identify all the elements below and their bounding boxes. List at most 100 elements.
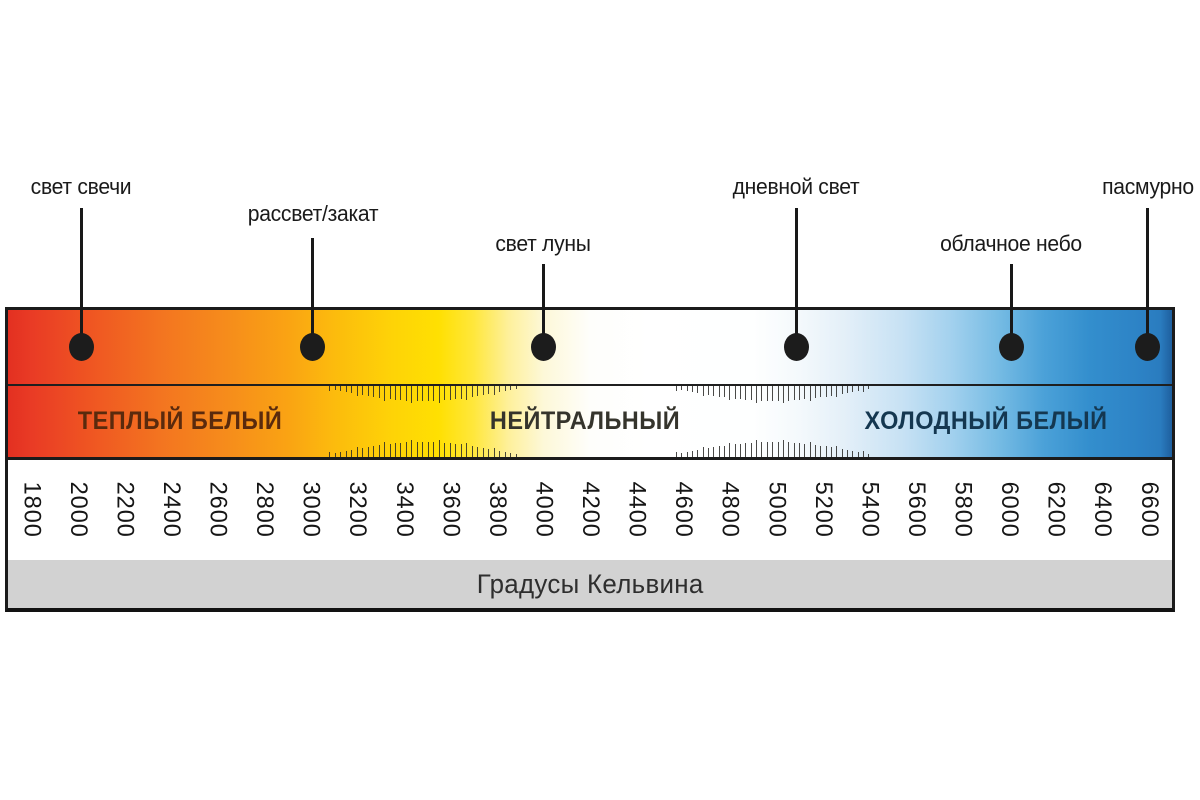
kelvin-tick: 6000 bbox=[986, 460, 1033, 560]
transition-hatch-tick bbox=[846, 386, 848, 394]
transition-hatch-tick bbox=[515, 454, 517, 457]
footer-label: Градусы Кельвина bbox=[476, 568, 704, 599]
transition-hatch-tick bbox=[868, 454, 870, 457]
kelvin-tick: 3800 bbox=[474, 460, 521, 560]
transition-hatch-tick bbox=[504, 451, 506, 457]
transition-hatch-tick bbox=[394, 386, 396, 400]
kelvin-tick: 6600 bbox=[1126, 460, 1173, 560]
transition-hatch-tick bbox=[820, 445, 822, 457]
annotation-label: свет луны bbox=[495, 231, 592, 256]
transition-hatch-tick bbox=[708, 448, 710, 457]
transition-hatch-tick bbox=[729, 442, 731, 457]
kelvin-tick-value: 4000 bbox=[530, 481, 558, 539]
transition-hatch-tick bbox=[713, 447, 715, 457]
transition-hatch-tick bbox=[862, 450, 864, 457]
transition-hatch-tick bbox=[394, 443, 396, 457]
transition-hatch-tick bbox=[718, 446, 720, 457]
transition-hatch-tick bbox=[777, 386, 779, 401]
transition-hatch-tick bbox=[686, 386, 688, 392]
transition-hatch-tick bbox=[798, 443, 800, 457]
transition-hatch-tick bbox=[488, 448, 490, 457]
kelvin-tick: 5600 bbox=[893, 460, 940, 560]
transition-hatch-tick bbox=[708, 386, 710, 395]
kelvin-scale: 1800 2000 2200 2400 2600 2800 3000 3200 3400 3600… bbox=[5, 460, 1175, 560]
transition-hatch-tick bbox=[782, 386, 784, 403]
kelvin-tick-value: 5800 bbox=[949, 481, 977, 539]
transition-hatch-tick bbox=[515, 386, 517, 389]
kelvin-tick: 5200 bbox=[800, 460, 847, 560]
transition-hatch-tick bbox=[405, 442, 407, 457]
transition-hatch-tick bbox=[761, 386, 763, 401]
kelvin-tick-value: 2800 bbox=[251, 481, 279, 539]
transition-hatch-tick bbox=[504, 386, 506, 392]
transition-hatch-tick bbox=[340, 451, 342, 457]
transition-hatch-tick bbox=[493, 386, 495, 396]
transition-hatch-tick bbox=[681, 386, 683, 391]
transition-hatch-tick bbox=[772, 442, 774, 457]
transition-hatch-tick bbox=[466, 386, 468, 400]
transition-hatch-tick bbox=[378, 386, 380, 398]
kelvin-tick-value: 2000 bbox=[64, 481, 92, 539]
transition-hatch-tick bbox=[477, 446, 479, 457]
transition-hatch-tick bbox=[734, 386, 736, 399]
transition-hatch-tick bbox=[692, 450, 694, 457]
transition-hatch-tick bbox=[793, 442, 795, 457]
transition-hatch-tick bbox=[362, 447, 364, 457]
transition-hatch-tick bbox=[830, 386, 832, 396]
transition-hatch-tick bbox=[713, 386, 715, 396]
transition-hatch-tick bbox=[686, 451, 688, 457]
kelvin-tick-value: 2200 bbox=[111, 481, 139, 539]
transition-hatch-tick bbox=[820, 386, 822, 398]
transition-hatch-tick bbox=[427, 442, 429, 457]
transition-hatch-tick bbox=[345, 450, 347, 457]
transition-hatch-tick bbox=[772, 386, 774, 401]
transition-hatch-tick bbox=[825, 386, 827, 397]
kelvin-tick: 1800 bbox=[8, 460, 55, 560]
transition-hatch-tick bbox=[766, 386, 768, 401]
kelvin-tick-value: 3600 bbox=[437, 481, 465, 539]
transition-hatch-tick bbox=[329, 386, 331, 391]
transition-hatch-tick bbox=[416, 442, 418, 457]
transition-hatch-tick bbox=[692, 386, 694, 393]
transition-hatch-tick bbox=[400, 386, 402, 401]
transition-hatch-tick bbox=[852, 386, 854, 393]
transition-hatch-tick bbox=[830, 447, 832, 457]
transition-hatch-tick bbox=[477, 386, 479, 397]
transition-hatch-tick bbox=[334, 452, 336, 457]
transition-hatch-layer bbox=[8, 310, 1172, 457]
kelvin-tick: 3400 bbox=[381, 460, 428, 560]
transition-hatch-tick bbox=[433, 386, 435, 401]
transition-hatch-tick bbox=[405, 386, 407, 401]
transition-hatch-tick bbox=[836, 386, 838, 397]
transition-hatch-tick bbox=[676, 452, 678, 457]
scale-footer: Градусы Кельвина bbox=[5, 560, 1175, 612]
kelvin-tick-value: 6000 bbox=[996, 481, 1024, 539]
kelvin-tick: 4600 bbox=[660, 460, 707, 560]
transition-hatch-tick bbox=[362, 386, 364, 396]
kelvin-tick: 3000 bbox=[287, 460, 334, 560]
transition-hatch-tick bbox=[782, 440, 784, 457]
transition-hatch-tick bbox=[455, 386, 457, 400]
kelvin-tick-value: 5600 bbox=[902, 481, 930, 539]
transition-hatch-tick bbox=[411, 386, 413, 403]
annotation-dot-marker bbox=[783, 333, 809, 361]
transition-hatch-tick bbox=[814, 444, 816, 457]
transition-hatch-tick bbox=[676, 386, 678, 391]
zone-labels-layer: ТЕПЛЫЙ БЕЛЫЙ НЕЙТРАЛЬНЫЙ ХОЛОДНЫЙ БЕЛЫЙ bbox=[8, 310, 1172, 457]
zone-label: ТЕПЛЫЙ БЕЛЫЙ bbox=[78, 407, 283, 435]
transition-hatch-tick bbox=[681, 452, 683, 457]
transition-hatch-tick bbox=[471, 445, 473, 457]
transition-hatch-tick bbox=[852, 450, 854, 457]
color-bar: ТЕПЛЫЙ БЕЛЫЙ НЕЙТРАЛЬНЫЙ ХОЛОДНЫЙ БЕЛЫЙ bbox=[5, 307, 1175, 460]
annotation-leader-line bbox=[79, 208, 83, 347]
transition-hatch-tick bbox=[777, 442, 779, 457]
transition-hatch-tick bbox=[345, 386, 347, 393]
transition-hatch-tick bbox=[460, 444, 462, 457]
kelvin-tick: 2800 bbox=[241, 460, 288, 560]
transition-hatch-tick bbox=[761, 442, 763, 457]
transition-hatch-tick bbox=[438, 386, 440, 403]
kelvin-tick-value: 3000 bbox=[297, 481, 325, 539]
kelvin-tick: 2400 bbox=[148, 460, 195, 560]
